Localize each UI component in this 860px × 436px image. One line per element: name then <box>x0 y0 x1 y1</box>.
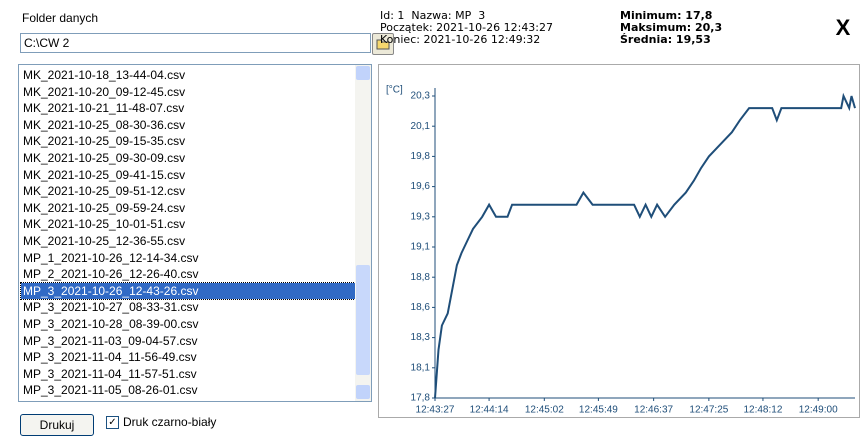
x-tick-label: 12:47:25 <box>689 405 728 416</box>
scrollbar[interactable] <box>355 65 371 401</box>
file-item[interactable]: MK_2021-10-25_09-41-15.csv <box>23 167 186 182</box>
file-item[interactable]: MP_3_2021-10-26_12-43-26.csv <box>20 281 356 300</box>
file-item[interactable]: MK_2021-10-21_11-48-07.csv <box>23 101 185 116</box>
file-item[interactable]: MK_2021-10-25_09-59-24.csv <box>23 200 186 215</box>
file-item[interactable]: MK_2021-10-25_09-15-35.csv <box>23 134 186 149</box>
y-tick-label: 17,8 <box>411 393 431 404</box>
y-tick-label: 19,6 <box>411 181 431 192</box>
print-button[interactable]: Drukuj <box>20 414 94 436</box>
file-item[interactable]: MK_2021-10-25_09-51-12.csv <box>23 184 186 199</box>
x-tick-label: 12:48:12 <box>743 405 782 416</box>
x-tick-label: 12:43:27 <box>416 405 455 416</box>
info-right: Minimum: 17,8 Maksimum: 20,3 Średnia: 19… <box>620 10 722 46</box>
info-max: Maksimum: 20,3 <box>620 21 723 34</box>
x-tick-label: 12:49:00 <box>799 405 838 416</box>
file-item[interactable]: MK_2021-10-18_13-44-04.csv <box>23 68 186 82</box>
file-item[interactable]: MK_2021-10-25_10-01-51.csv <box>23 217 186 232</box>
y-tick-label: 18,8 <box>411 272 431 283</box>
scroll-down[interactable] <box>356 385 370 399</box>
file-item[interactable]: MK_2021-10-25_12-36-55.csv <box>23 234 186 248</box>
file-item[interactable]: MP_3_2021-11-05_08-26-01.csv <box>23 383 198 398</box>
close-button[interactable]: X <box>835 15 851 40</box>
x-tick-label: 12:45:02 <box>525 405 564 416</box>
scroll-up[interactable] <box>356 66 370 80</box>
y-tick-label: 20,3 <box>411 91 431 102</box>
x-tick-label: 12:46:37 <box>634 405 673 416</box>
file-item[interactable]: MP_3_2021-11-04_11-57-51.csv <box>23 366 197 381</box>
info-end: Koniec: 2021-10-26 12:49:32 <box>380 33 541 46</box>
bw-label: Druk czarno-biały <box>123 415 217 429</box>
folder-input[interactable]: C:\CW 2 <box>20 33 371 53</box>
data-line <box>434 92 856 399</box>
y-axis-label: [°C] <box>386 85 403 96</box>
folder-icon <box>376 39 390 50</box>
file-list: MP_3_2021-11-05_08-26-01.csv MP_3_2021-11… <box>18 64 372 402</box>
x-tick-label: 12:45:49 <box>579 405 618 416</box>
y-tick-label: 18,1 <box>411 362 431 373</box>
file-item[interactable]: MP_3_2021-10-27_08-33-31.csv <box>23 300 199 315</box>
scroll-thumb[interactable] <box>356 265 370 375</box>
file-item[interactable]: MP_3_2021-11-03_09-04-57.csv <box>23 333 198 348</box>
y-tick-label: 18,6 <box>411 302 431 313</box>
file-item[interactable]: MK_2021-10-20_09-12-45.csv <box>23 84 186 99</box>
file-item[interactable]: MK_2021-10-25_08-30-36.csv <box>23 117 186 132</box>
file-item[interactable]: MP_1_2021-10-26_12-14-34.csv <box>23 250 199 265</box>
file-item[interactable]: MK_2021-10-25_09-30-09.csv <box>23 151 186 165</box>
info-left: Id: 1 Nazwa: MP 3 Początek: 2021-10-26 1… <box>380 10 553 46</box>
y-tick-label: 19,1 <box>411 242 431 253</box>
file-item[interactable]: MP_2_2021-10-26_12-26-40.csv <box>23 267 199 282</box>
folder-button[interactable] <box>372 33 394 55</box>
info-id: Id: 1 Nazwa: MP 3 <box>380 9 486 22</box>
y-tick-label: 19,3 <box>411 211 431 222</box>
info-min: Minimum: 17,8 <box>620 9 713 22</box>
bw-checkbox[interactable]: ✓ <box>106 416 119 429</box>
x-tick-label: 12:44:14 <box>470 405 509 416</box>
info-avg: Średnia: 19,53 <box>620 33 711 46</box>
y-tick-label: 18,3 <box>411 332 431 343</box>
file-item[interactable]: MP_3_2021-10-28_08-39-00.csv <box>23 317 199 331</box>
y-tick-label: 19,8 <box>411 151 431 162</box>
folder-label: Folder danych <box>22 11 99 25</box>
y-tick-label: 20,1 <box>411 121 431 132</box>
file-item[interactable]: MP_3_2021-11-04_11-56-49.csv <box>23 350 197 365</box>
info-start: Początek: 2021-10-26 12:43:27 <box>380 21 554 34</box>
